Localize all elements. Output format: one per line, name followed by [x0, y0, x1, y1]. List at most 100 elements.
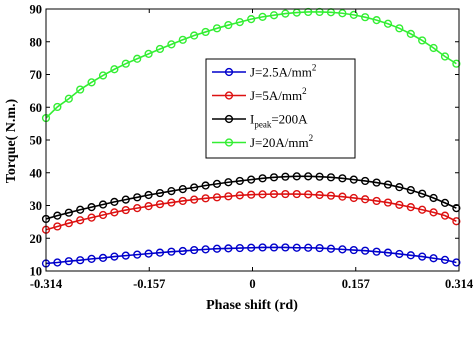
- data-point: [372, 247, 381, 256]
- series-line: [45, 246, 457, 265]
- legend-label: J=2.5A/mm2: [250, 63, 316, 80]
- data-point: [121, 251, 130, 260]
- data-point: [224, 244, 233, 253]
- data-point: [247, 190, 256, 199]
- x-tick-label: -0.314: [30, 277, 63, 291]
- series-group: [41, 7, 461, 123]
- data-point: [98, 200, 108, 209]
- data-point: [76, 85, 85, 94]
- data-point: [281, 9, 290, 18]
- legend-label: Ipeak=200A: [250, 112, 308, 130]
- data-point: [167, 247, 176, 256]
- data-point: [87, 78, 96, 87]
- data-point: [212, 24, 222, 33]
- data-point: [429, 254, 438, 263]
- data-point: [338, 174, 347, 183]
- data-point: [110, 208, 119, 217]
- data-point: [383, 198, 393, 207]
- series-line: [45, 193, 457, 231]
- data-point: [190, 183, 199, 192]
- data-point: [64, 94, 73, 103]
- data-point: [144, 249, 153, 258]
- data-point: [292, 189, 301, 199]
- data-point: [383, 248, 393, 257]
- data-point: [224, 20, 233, 30]
- data-point: [190, 195, 199, 204]
- data-point: [452, 59, 461, 68]
- data-point: [315, 243, 324, 253]
- y-tick-label: 80: [30, 35, 43, 49]
- data-point: [76, 216, 85, 225]
- data-point: [98, 253, 108, 263]
- data-point: [349, 193, 358, 203]
- data-point: [258, 12, 267, 21]
- series-line: [45, 175, 457, 220]
- data-point: [144, 190, 153, 200]
- data-point: [133, 204, 142, 213]
- data-point: [304, 172, 313, 181]
- data-point: [121, 59, 130, 68]
- data-point: [167, 198, 176, 207]
- x-tick-label: -0.157: [133, 277, 165, 291]
- x-tick-label: 0: [249, 277, 255, 291]
- data-point: [372, 196, 381, 206]
- data-point: [98, 71, 108, 80]
- data-point: [212, 193, 222, 202]
- legend-marker: [224, 138, 234, 147]
- legend-marker: [224, 91, 234, 100]
- data-point: [326, 244, 336, 253]
- data-point: [201, 194, 210, 203]
- y-tick-label: 20: [30, 232, 43, 246]
- y-tick-label: 60: [30, 101, 43, 115]
- data-point: [429, 193, 438, 203]
- data-point: [315, 172, 324, 181]
- data-point: [292, 243, 301, 252]
- data-point: [178, 185, 187, 194]
- data-point: [395, 183, 404, 192]
- y-tick-label: 10: [30, 265, 43, 279]
- data-point: [406, 186, 415, 195]
- y-tick-label: 30: [30, 199, 43, 213]
- data-point: [304, 243, 313, 252]
- data-point: [133, 250, 142, 259]
- data-point: [64, 208, 73, 217]
- data-point: [144, 49, 153, 58]
- data-point: [201, 181, 210, 190]
- data-point: [418, 36, 427, 45]
- data-point: [372, 16, 381, 25]
- data-point: [418, 252, 427, 261]
- data-point: [349, 245, 358, 255]
- data-point: [395, 24, 404, 33]
- data-point: [155, 188, 165, 198]
- data-point: [395, 200, 404, 209]
- data-point: [452, 258, 461, 267]
- y-tick-label: 70: [30, 68, 43, 82]
- data-point: [155, 248, 165, 257]
- data-point: [326, 191, 336, 200]
- data-point: [212, 244, 222, 253]
- data-point: [361, 195, 370, 204]
- legend-entry: Ipeak=200A: [212, 112, 308, 130]
- data-point: [452, 204, 461, 213]
- legend-entry: J=20A/mm2: [212, 133, 313, 150]
- data-point: [87, 203, 96, 212]
- data-point: [167, 186, 176, 196]
- data-point: [247, 243, 256, 252]
- data-point: [338, 192, 347, 201]
- data-point: [361, 13, 370, 22]
- data-point: [372, 178, 381, 187]
- data-point: [406, 29, 415, 38]
- series-layer: [41, 7, 461, 268]
- data-point: [53, 211, 62, 220]
- data-point: [64, 219, 73, 228]
- data-point: [53, 102, 62, 112]
- data-point: [429, 43, 438, 53]
- data-point: [406, 203, 415, 212]
- data-point: [247, 15, 256, 24]
- data-point: [121, 195, 130, 204]
- series-group: [41, 172, 461, 224]
- data-point: [440, 198, 450, 207]
- data-point: [292, 172, 301, 181]
- data-point: [53, 222, 62, 231]
- x-tick-label: 0.157: [342, 277, 370, 291]
